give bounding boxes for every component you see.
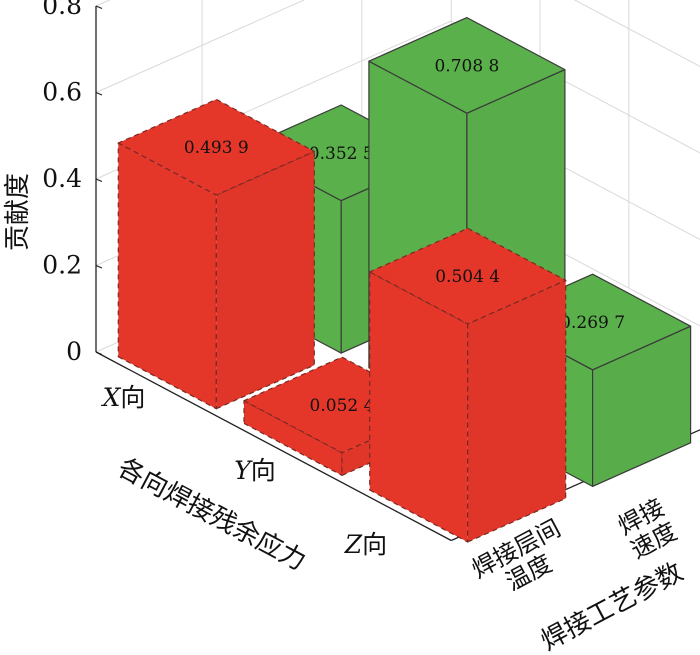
- y-tick-label: 0: [66, 337, 82, 366]
- bar-value-label: 0.493 9: [184, 138, 249, 158]
- stress-tick-label: Y向: [234, 456, 276, 485]
- bar-top: [117, 98, 315, 196]
- bar-face: [215, 150, 315, 410]
- bar-top: [369, 227, 567, 325]
- bar-value-label: 0.504 4: [435, 267, 500, 287]
- stress-axis-title: 各向焊接残余应力: [113, 453, 311, 577]
- bar-stress-1: 0.493 9: [117, 98, 315, 410]
- bar-top: [368, 17, 566, 114]
- bar-value-label: 0.052 4: [310, 396, 375, 416]
- y-tick-label: 0.4: [42, 164, 82, 193]
- stress-tick-label: Z向: [344, 530, 387, 559]
- bar-value-label: 0.352 5: [309, 144, 374, 164]
- bar-face: [369, 271, 469, 543]
- y-tick-mark: [95, 178, 103, 183]
- y-axis-title: 贡献度: [3, 173, 33, 251]
- y-tick-label: 0.8: [42, 0, 82, 20]
- bar-stress-3: 0.504 4: [369, 227, 567, 543]
- y-tick-mark: [95, 5, 103, 10]
- stress-tick-label: X向: [101, 383, 146, 412]
- y-tick-mark: [95, 264, 103, 269]
- y-tick-label: 0.2: [42, 251, 82, 280]
- bar-value-label: 0.269 7: [560, 313, 625, 333]
- grid-line: [95, 0, 700, 93]
- bar-value-label: 0.708 8: [434, 56, 499, 76]
- bar-face: [243, 400, 343, 476]
- bar-face: [467, 279, 567, 543]
- bars: 0.352 5 0.708 8 0.269 7 0.493 9 0.052 4 0.504…: [117, 17, 692, 543]
- y-tick-mark: [95, 91, 103, 96]
- y-tick-label: 0.6: [42, 78, 82, 107]
- y-tick-mark: [95, 351, 103, 356]
- parameter-axis-title: 焊接工艺参数: [536, 557, 688, 655]
- stress-axis-line: [95, 351, 452, 542]
